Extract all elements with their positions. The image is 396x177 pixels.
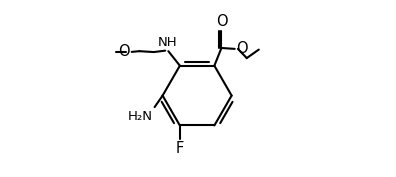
Text: H₂N: H₂N bbox=[128, 110, 153, 123]
Text: F: F bbox=[176, 141, 184, 156]
Text: O: O bbox=[236, 41, 248, 56]
Text: O: O bbox=[216, 14, 227, 29]
Text: O: O bbox=[118, 44, 130, 59]
Text: NH: NH bbox=[158, 36, 177, 49]
